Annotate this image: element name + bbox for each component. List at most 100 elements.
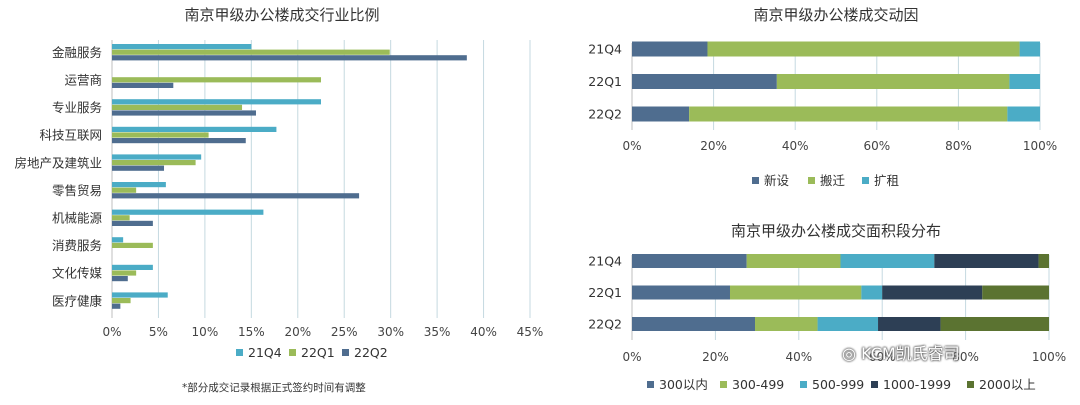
- bar-300以内-21Q4: [632, 254, 747, 268]
- watermark: ◎ KCM凯氏睿司: [842, 340, 960, 364]
- bar-搬迁-22Q1: [776, 74, 1010, 89]
- bar-21Q4-消费服务: [112, 237, 124, 243]
- x-tick-label: 30%: [377, 325, 404, 339]
- legend-swatch-21Q4: [236, 349, 243, 356]
- bar-22Q1-专业服务: [112, 104, 243, 110]
- bar-1000-1999-22Q1: [882, 285, 983, 300]
- bar-2000以上-22Q2: [940, 317, 1049, 331]
- x-tick-label: 80%: [945, 139, 972, 153]
- x-tick-label: 20%: [284, 325, 311, 339]
- category-label: 专业服务: [52, 100, 102, 115]
- bar-2000以上-21Q4: [1038, 254, 1049, 268]
- legend-swatch-扩租: [862, 177, 869, 184]
- category-label: 医疗健康: [52, 293, 103, 308]
- bar-21Q4-文化传媒: [112, 264, 153, 270]
- legend-swatch-搬迁: [808, 177, 815, 184]
- bar-22Q2-文化传媒: [112, 276, 128, 282]
- bar-22Q2-机械能源: [112, 220, 153, 226]
- x-tick-label: 20%: [700, 139, 727, 153]
- bar-1000-1999-21Q4: [934, 254, 1039, 268]
- bar-22Q2-金融服务: [112, 55, 467, 61]
- category-label: 消费服务: [52, 238, 102, 253]
- legend-swatch-300-499: [720, 381, 727, 388]
- chart-title: 南京甲级办公楼成交动因: [753, 6, 918, 24]
- bar-21Q4-科技互联网: [112, 126, 277, 132]
- bar-21Q4-医疗健康: [112, 292, 168, 298]
- bar-300-499-22Q1: [729, 285, 862, 300]
- bar-22Q2-房地产及建筑业: [112, 165, 165, 171]
- bar-21Q4-房地产及建筑业: [112, 154, 202, 160]
- bar-21Q4-专业服务: [112, 99, 321, 105]
- category-label: 零售贸易: [52, 183, 102, 198]
- x-tick-label: 40%: [782, 139, 809, 153]
- legend-swatch-新设: [752, 177, 759, 184]
- bar-22Q1-金融服务: [112, 49, 390, 55]
- category-label: 22Q2: [588, 107, 622, 122]
- bar-22Q1-机械能源: [112, 215, 130, 221]
- legend-swatch-1000-1999: [871, 381, 878, 388]
- chart-title: 南京甲级办公楼成交面积段分布: [731, 222, 941, 240]
- legend-label-22Q1: 22Q1: [301, 345, 335, 360]
- bar-22Q1-房地产及建筑业: [112, 160, 196, 166]
- bar-21Q4-金融服务: [112, 44, 252, 50]
- x-tick-label: 100%: [1032, 350, 1066, 364]
- legend-swatch-300以内: [647, 381, 654, 388]
- watermark-icon: ◎: [842, 344, 856, 363]
- legend-label-扩租: 扩租: [874, 173, 899, 188]
- bar-21Q4-零售贸易: [112, 182, 166, 188]
- legend-label-1000-1999: 1000-1999: [883, 377, 951, 392]
- legend-label-300-499: 300-499: [732, 377, 784, 392]
- bar-22Q1-零售贸易: [112, 187, 137, 193]
- category-label: 22Q1: [588, 285, 622, 300]
- legend-label-21Q4: 21Q4: [248, 345, 282, 360]
- legend-swatch-22Q1: [289, 349, 296, 356]
- x-tick-label: 60%: [869, 350, 896, 364]
- x-tick-label: 40%: [785, 350, 812, 364]
- footnote: *部分成交记录根据正式签约时间有调整: [182, 382, 366, 394]
- legend-label-300以内: 300以内: [659, 377, 708, 392]
- bar-新设-22Q1: [632, 74, 777, 89]
- bar-500-999-22Q1: [861, 285, 883, 300]
- x-tick-label: 20%: [702, 350, 729, 364]
- x-tick-label: 0%: [622, 350, 641, 364]
- category-label: 21Q4: [588, 254, 622, 269]
- legend-label-新设: 新设: [764, 173, 790, 188]
- bar-300以内-22Q2: [632, 317, 756, 331]
- bar-300-499-21Q4: [746, 254, 841, 268]
- bar-搬迁-22Q2: [689, 106, 1008, 122]
- category-label: 22Q2: [588, 317, 622, 332]
- bar-22Q2-医疗健康: [112, 303, 121, 309]
- category-label: 金融服务: [52, 45, 102, 60]
- legend-swatch-22Q2: [342, 349, 349, 356]
- category-label: 科技互联网: [39, 128, 102, 143]
- x-tick-label: 0%: [622, 139, 641, 153]
- legend-label-500-999: 500-999: [812, 377, 864, 392]
- chart-title: 南京甲级办公楼成交行业比例: [184, 6, 379, 24]
- bar-2000以上-22Q1: [982, 285, 1049, 300]
- bar-500-999-21Q4: [840, 254, 935, 268]
- bar-22Q1-消费服务: [112, 242, 153, 248]
- category-label: 文化传媒: [52, 266, 103, 281]
- bar-22Q2-专业服务: [112, 110, 256, 116]
- watermark-text: KCM凯氏睿司: [861, 344, 960, 363]
- category-label: 22Q1: [588, 74, 622, 89]
- bar-新设-21Q4: [632, 41, 708, 57]
- bar-21Q4-机械能源: [112, 209, 264, 215]
- x-tick-label: 15%: [238, 325, 265, 339]
- x-tick-label: 35%: [424, 325, 451, 339]
- bar-22Q1-医疗健康: [112, 298, 131, 304]
- x-tick-label: 5%: [149, 325, 168, 339]
- bar-搬迁-21Q4: [707, 41, 1020, 57]
- x-tick-label: 60%: [863, 139, 890, 153]
- bar-1000-1999-22Q2: [878, 317, 941, 331]
- bar-300以内-22Q1: [632, 285, 730, 300]
- bar-扩租-22Q1: [1009, 74, 1040, 89]
- category-label: 机械能源: [52, 211, 103, 226]
- legend-label-22Q2: 22Q2: [354, 345, 388, 360]
- category-label: 房地产及建筑业: [14, 155, 102, 170]
- bar-22Q2-科技互联网: [112, 138, 246, 144]
- bar-22Q1-文化传媒: [112, 270, 137, 276]
